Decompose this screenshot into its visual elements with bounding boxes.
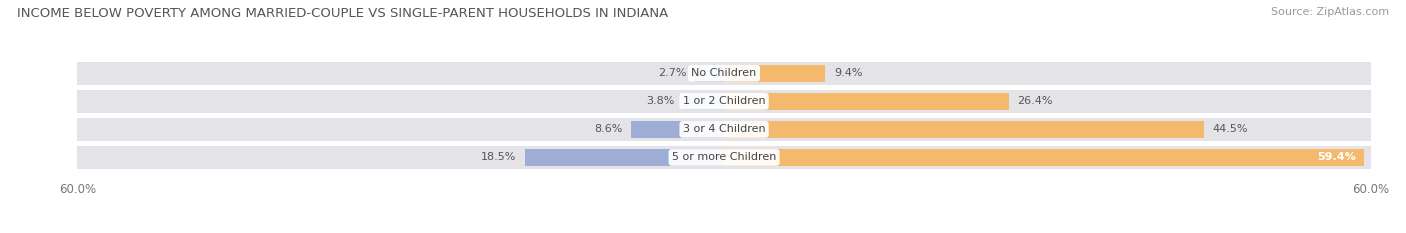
Text: 2.7%: 2.7% <box>658 68 686 78</box>
Text: INCOME BELOW POVERTY AMONG MARRIED-COUPLE VS SINGLE-PARENT HOUSEHOLDS IN INDIANA: INCOME BELOW POVERTY AMONG MARRIED-COUPL… <box>17 7 668 20</box>
Bar <box>695 65 724 82</box>
Text: 9.4%: 9.4% <box>834 68 862 78</box>
Bar <box>77 90 1371 113</box>
Bar <box>724 65 825 82</box>
Text: 59.4%: 59.4% <box>1317 152 1355 162</box>
Bar <box>724 149 1364 166</box>
Text: No Children: No Children <box>692 68 756 78</box>
Bar <box>77 118 1371 141</box>
Text: 44.5%: 44.5% <box>1212 124 1249 134</box>
Text: Source: ZipAtlas.com: Source: ZipAtlas.com <box>1271 7 1389 17</box>
Bar <box>524 149 724 166</box>
Text: 5 or more Children: 5 or more Children <box>672 152 776 162</box>
Bar <box>631 121 724 138</box>
Text: 1 or 2 Children: 1 or 2 Children <box>683 96 765 106</box>
Bar <box>724 121 1204 138</box>
Text: 18.5%: 18.5% <box>481 152 516 162</box>
Bar <box>683 93 724 110</box>
Text: 8.6%: 8.6% <box>595 124 623 134</box>
Text: 26.4%: 26.4% <box>1018 96 1053 106</box>
Bar <box>724 93 1008 110</box>
Text: 3.8%: 3.8% <box>647 96 675 106</box>
Bar <box>77 62 1371 85</box>
Text: 3 or 4 Children: 3 or 4 Children <box>683 124 765 134</box>
Bar <box>77 146 1371 169</box>
